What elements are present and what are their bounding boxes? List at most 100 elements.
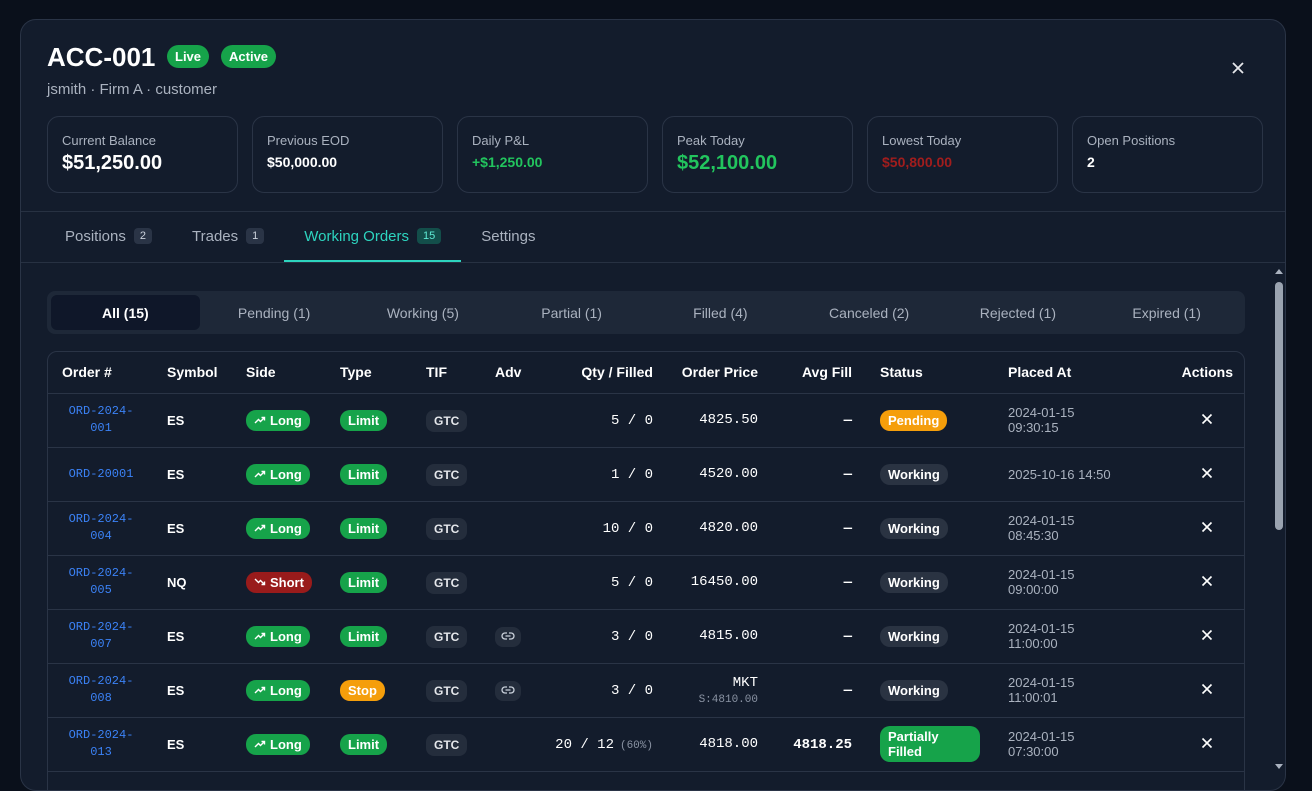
side-text: Long xyxy=(270,682,302,698)
cell: MKT S:4810.00 xyxy=(667,663,772,718)
stat-card: Peak Today $52,100.00 xyxy=(662,116,853,193)
cell: Long xyxy=(232,501,326,556)
tab[interactable]: Working Orders 15 xyxy=(284,212,462,262)
symbol: ES xyxy=(167,628,185,644)
cell: 1 / 0 xyxy=(541,447,667,502)
symbol: NQ xyxy=(167,574,187,590)
cell xyxy=(481,501,541,556)
cell: — xyxy=(772,555,866,610)
cell xyxy=(1132,555,1244,610)
filter-button[interactable]: Expired (1) xyxy=(1132,304,1201,321)
order-id[interactable]: ORD-2024-007 xyxy=(68,620,134,651)
scrollbar[interactable] xyxy=(1273,266,1285,772)
cancel-button[interactable] xyxy=(1201,683,1213,695)
filter-button[interactable]: Working (5) xyxy=(386,304,459,321)
qty-filled: 3 / 0 xyxy=(610,628,653,645)
filter-button[interactable]: Filled (4) xyxy=(693,304,748,321)
cancel-button[interactable] xyxy=(1201,467,1213,479)
column-header: Order # xyxy=(48,352,153,394)
close-button[interactable] xyxy=(1231,61,1245,75)
order-row: ORD-2024-013 ES Long Limit GTC 20 / 12 (60%) 48… xyxy=(48,717,1244,772)
column-header: Avg Fill xyxy=(772,352,866,394)
cell: Long xyxy=(232,447,326,502)
order-id[interactable]: ORD-2024-001 xyxy=(68,404,134,435)
type-badge: Limit xyxy=(340,517,388,539)
avg-fill: — xyxy=(843,466,852,483)
filter-button[interactable]: Rejected (1) xyxy=(979,304,1056,321)
status-badge: Working xyxy=(880,679,948,701)
qty-filled: 10 / 0 xyxy=(602,520,653,537)
cancel-button[interactable] xyxy=(1201,629,1213,641)
linked-icon xyxy=(495,626,521,647)
tif-badge: GTC xyxy=(426,463,468,486)
filter-button[interactable]: All (15) xyxy=(51,295,200,330)
table-body: ORD-2024-001 ES Long Limit GTC 5 / 0 4825.50 — P… xyxy=(48,393,1244,772)
cell: ORD-2024-004 xyxy=(48,501,153,556)
stat-card: Current Balance $51,250.00 xyxy=(47,116,238,193)
cell: 2024-01-15 07:30:00 xyxy=(994,717,1132,772)
tab[interactable]: Positions 2 xyxy=(45,212,172,262)
cell: Long xyxy=(232,663,326,718)
cell: ORD-2024-007 xyxy=(48,609,153,664)
placed-at: 2025-10-16 14:50 xyxy=(1008,466,1111,482)
filter-button[interactable]: Canceled (2) xyxy=(829,304,910,321)
type-badge: Limit xyxy=(340,409,388,431)
stat-label: Daily P&L xyxy=(472,133,530,148)
cell: 3 / 0 xyxy=(541,609,667,664)
column-header: Adv xyxy=(481,352,541,394)
cancel-button[interactable] xyxy=(1201,521,1213,533)
cell xyxy=(1132,609,1244,664)
cancel-button[interactable] xyxy=(1201,413,1213,425)
tif-badge: GTC xyxy=(426,409,468,432)
cell: Partially Filled xyxy=(866,717,994,772)
cell xyxy=(481,447,541,502)
cell: ORD-2024-005 xyxy=(48,555,153,610)
filter-button[interactable]: Pending (1) xyxy=(237,304,311,321)
order-id[interactable]: ORD-2024-008 xyxy=(68,674,134,705)
column-header: Symbol xyxy=(153,352,232,394)
cell: 2024-01-15 08:45:30 xyxy=(994,501,1132,556)
order-price: MKT xyxy=(732,674,758,691)
cell: ORD-2024-013 xyxy=(48,717,153,772)
fill-percent: (60%) xyxy=(619,739,653,752)
tab-label: Working Orders xyxy=(304,227,410,245)
cell: 4825.50 xyxy=(667,393,772,448)
cell: Working xyxy=(866,501,994,556)
cancel-button[interactable] xyxy=(1201,575,1213,587)
filter-button[interactable]: Partial (1) xyxy=(541,304,602,321)
order-row: ORD-20001 ES Long Limit GTC 1 / 0 4520.00 — Work… xyxy=(48,447,1244,502)
order-row: ORD-2024-008 ES Long Stop GTC 3 / 0 MKT S:4810.… xyxy=(48,663,1244,718)
cell: — xyxy=(772,393,866,448)
status-badge: Working xyxy=(880,625,948,647)
cell xyxy=(1132,447,1244,502)
order-id[interactable]: ORD-2024-005 xyxy=(68,566,134,597)
tab[interactable]: Settings xyxy=(461,212,555,262)
cancel-button[interactable] xyxy=(1201,737,1213,749)
link-icon xyxy=(501,685,515,694)
side-badge: Long xyxy=(246,679,310,701)
trend-icon xyxy=(254,686,266,694)
cell: Long xyxy=(232,609,326,664)
cell: GTC xyxy=(412,555,481,610)
side-text: Long xyxy=(270,520,302,536)
order-id[interactable]: ORD-2024-004 xyxy=(68,512,134,543)
symbol: ES xyxy=(167,466,185,482)
placed-at: 2024-01-15 11:00:00 xyxy=(1008,621,1075,651)
status-badge: Live xyxy=(167,45,210,68)
cell: 10 / 0 xyxy=(541,501,667,556)
symbol: ES xyxy=(167,412,185,428)
cell: GTC xyxy=(412,663,481,718)
order-id[interactable]: ORD-2024-013 xyxy=(68,728,134,759)
cell: Working xyxy=(866,447,994,502)
cell: ORD-2024-001 xyxy=(48,393,153,448)
column-header: Order Price xyxy=(667,352,772,394)
avg-fill: — xyxy=(843,412,852,429)
side-text: Long xyxy=(270,736,302,752)
status-filters: All (15) Pending (1) Working (5) Partial (1… xyxy=(47,291,1245,334)
avg-fill: — xyxy=(843,574,852,591)
tab[interactable]: Trades 1 xyxy=(172,212,284,262)
cell xyxy=(481,609,541,664)
avg-fill: — xyxy=(843,520,852,537)
order-id[interactable]: ORD-20001 xyxy=(68,466,134,481)
